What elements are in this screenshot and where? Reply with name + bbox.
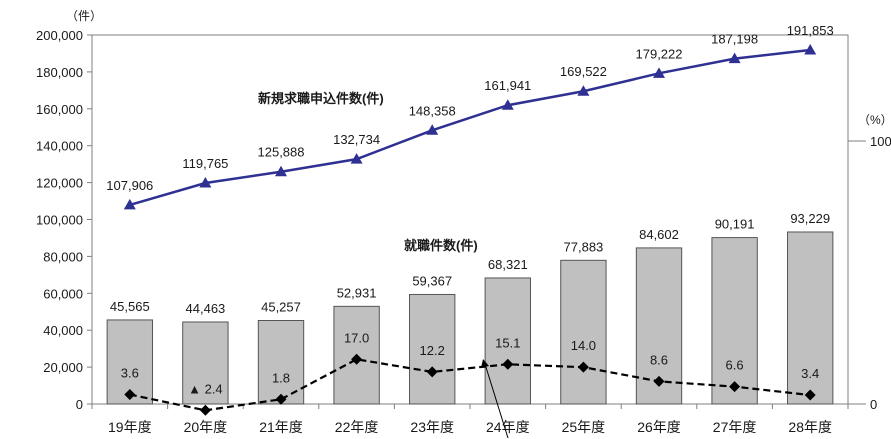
left-tick-label: 140,000 xyxy=(36,139,83,154)
left-tick-label: 100,000 xyxy=(36,213,83,228)
pointer-arrowhead xyxy=(481,359,489,368)
applications-value-label: 179,222 xyxy=(636,46,683,61)
category-label: 23年度 xyxy=(410,419,454,435)
rate-point xyxy=(653,375,665,387)
rate-value-label: 15.1 xyxy=(495,335,520,350)
applications-value-label: 119,765 xyxy=(182,156,228,171)
applications-value-label: 107,906 xyxy=(106,178,153,193)
rate-point xyxy=(502,358,514,370)
bar-value-label: 68,321 xyxy=(488,257,528,272)
left-tick-label: 200,000 xyxy=(36,28,83,43)
pointer-line xyxy=(484,363,509,439)
bar-value-label: 77,883 xyxy=(564,239,604,254)
right-axis: 0 100 xyxy=(848,134,891,412)
applications-value-label: 148,358 xyxy=(409,103,456,118)
left-tick-label: 120,000 xyxy=(36,176,83,191)
applications-value-label: 132,734 xyxy=(333,132,380,147)
applications-point xyxy=(577,85,590,96)
annotations xyxy=(481,359,509,439)
rate-line-series: 3.6 ▲ 2.4 1.8 17.0 12.2 15.1 14.0 8.6 6.6 3.4 xyxy=(121,330,819,416)
rate-point xyxy=(729,381,741,393)
rate-point xyxy=(124,389,136,401)
left-tick-label: 40,000 xyxy=(43,323,83,338)
applications-point xyxy=(426,124,439,135)
rate-value-label: 3.6 xyxy=(121,366,139,381)
applications-value-label: 161,941 xyxy=(484,78,531,93)
bar xyxy=(560,259,607,405)
rate-point xyxy=(351,353,363,365)
right-tick-label: 0 xyxy=(870,397,877,412)
rate-point xyxy=(804,389,816,401)
rate-value-label: 1.8 xyxy=(272,370,290,385)
left-tick-label: 180,000 xyxy=(36,65,83,80)
category-label: 22年度 xyxy=(335,419,379,435)
applications-value-label: 191,853 xyxy=(787,23,834,38)
rate-point xyxy=(199,404,211,416)
left-tick-label: 0 xyxy=(76,397,83,412)
rate-value-label: ▲ 2.4 xyxy=(188,381,223,396)
applications-series-label: 新規求職申込件数(件) xyxy=(258,91,384,106)
applications-point xyxy=(653,67,665,78)
rate-point xyxy=(275,393,287,405)
category-label: 27年度 xyxy=(713,419,757,435)
category-label: 28年度 xyxy=(788,419,832,435)
left-axis-unit: （件） xyxy=(66,9,102,23)
right-tick-label: 100 xyxy=(870,134,891,149)
left-tick-label: 20,000 xyxy=(43,360,83,375)
bar-value-label: 90,191 xyxy=(715,217,755,232)
rate-point xyxy=(577,361,589,373)
applications-value-label: 169,522 xyxy=(560,64,607,79)
applications-point xyxy=(275,165,287,177)
category-label: 20年度 xyxy=(184,419,228,435)
rate-line xyxy=(129,358,811,412)
right-axis-unit: （%） xyxy=(858,113,891,127)
applications-point xyxy=(804,44,817,55)
applications-point xyxy=(199,177,212,188)
applications-line-series: 107,906 119,765 125,888 132,734 148,358 161,9… xyxy=(106,23,834,210)
bar-value-label: 52,931 xyxy=(337,285,377,300)
bar-value-label: 44,463 xyxy=(186,301,226,316)
rate-value-label: 3.4 xyxy=(801,366,819,381)
applications-point xyxy=(350,153,363,164)
bar xyxy=(787,231,834,405)
category-axis: 19年度 20年度 21年度 22年度 23年度 24年度 25年度 26年度 27年度 28年度 xyxy=(91,404,849,435)
bar xyxy=(182,321,229,405)
bar-value-label: 84,602 xyxy=(639,227,679,242)
left-tick-label: 60,000 xyxy=(43,286,83,301)
rate-value-label: 14.0 xyxy=(571,338,596,353)
placements-series-label: 就職件数(件) xyxy=(404,238,478,253)
rate-value-label: 12.2 xyxy=(420,343,445,358)
bar xyxy=(409,293,456,405)
left-axis: 0 20,000 40,000 60,000 80,000 100,000 120,000 1… xyxy=(36,28,92,412)
category-label: 26年度 xyxy=(637,419,681,435)
rate-point xyxy=(426,366,438,378)
category-label: 21年度 xyxy=(259,419,303,435)
applications-point xyxy=(501,99,514,110)
left-tick-label: 160,000 xyxy=(36,102,83,117)
category-label: 19年度 xyxy=(108,419,152,435)
category-label: 25年度 xyxy=(562,419,606,435)
rate-value-label: 6.6 xyxy=(726,358,744,373)
category-label: 24年度 xyxy=(486,419,530,435)
applications-point xyxy=(728,52,741,64)
applications-point xyxy=(123,198,136,210)
bar-value-label: 45,565 xyxy=(110,299,150,314)
bar-series: 45,565 44,463 45,257 52,931 59,367 68,321 77,8… xyxy=(106,211,834,405)
rate-value-label: 17.0 xyxy=(344,330,369,345)
bar xyxy=(484,277,531,405)
applications-value-label: 125,888 xyxy=(258,145,305,160)
applications-value-label: 187,198 xyxy=(711,32,758,47)
bar xyxy=(711,237,758,405)
left-tick-label: 80,000 xyxy=(43,249,83,264)
rate-value-label: 8.6 xyxy=(650,352,668,367)
bar-value-label: 59,367 xyxy=(412,273,452,288)
bar-value-label: 45,257 xyxy=(261,300,301,315)
applications-line xyxy=(129,48,811,207)
bar-value-label: 93,229 xyxy=(790,211,830,226)
